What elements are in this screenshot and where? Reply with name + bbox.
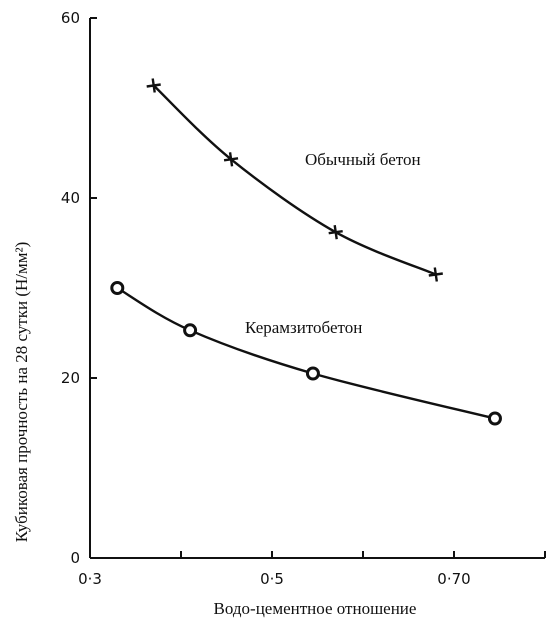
series-label-expanded-clay-concrete: Керамзитобетон: [245, 318, 362, 337]
series-markers: [110, 78, 502, 426]
data-point-circle: [110, 281, 125, 295]
x-axis-title: Водо-цементное отношение: [214, 599, 417, 618]
data-point-circle: [183, 323, 198, 338]
ticks: 0·3 0·5 0·70 0 20 40 60: [61, 9, 546, 588]
axes: [89, 18, 545, 559]
x-tick-label: 0·5: [260, 570, 284, 588]
y-tick-label: 60: [61, 9, 80, 27]
y-tick-label: 40: [61, 189, 80, 207]
y-tick-label: 20: [61, 369, 80, 387]
series-curves: [116, 84, 496, 420]
x-tick-label: 0·70: [437, 570, 470, 588]
data-point-cross: [223, 152, 239, 167]
y-axis-title: Кубиковая прочность на 28 сутки (Н/мм²): [12, 242, 31, 543]
data-point-cross: [328, 225, 343, 240]
series-label-regular-concrete: Обычный бетон: [305, 150, 421, 169]
data-point-cross: [146, 78, 161, 93]
data-point-cross: [428, 267, 443, 282]
series-line-2: [116, 286, 496, 420]
series-line-1: [152, 84, 437, 276]
x-tick-label: 0·3: [78, 570, 102, 588]
data-point-circle: [305, 366, 320, 381]
y-tick-label: 0: [70, 549, 80, 567]
data-point-circle: [487, 411, 502, 426]
